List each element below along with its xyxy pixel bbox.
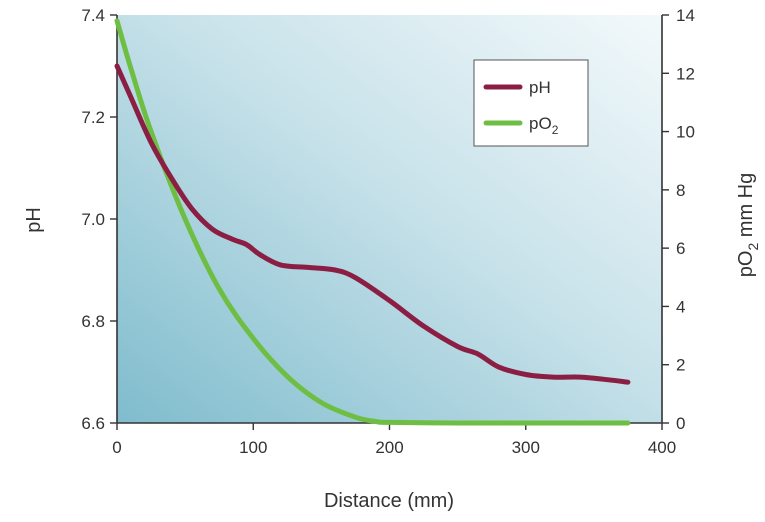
x-axis-ticks: 0 100 200 300 400 [112, 423, 676, 457]
legend: pH pO2 [473, 59, 589, 147]
left-axis-ticks: 6.6 6.8 7.0 7.2 7.4 [81, 6, 117, 433]
series-layer [114, 18, 631, 426]
left-axis-title: pH [23, 207, 45, 233]
right-tick-label: 6 [676, 239, 685, 258]
series-line-ph [114, 63, 631, 385]
left-tick-label: 7.0 [81, 210, 105, 229]
right-tick-label: 14 [676, 6, 695, 25]
right-axis-title: pO2 mm Hg [735, 173, 761, 277]
x-tick-label: 400 [648, 438, 676, 457]
legend-label-ph: pH [529, 78, 551, 97]
x-tick-label: 100 [239, 438, 267, 457]
right-tick-label: 4 [676, 297, 685, 316]
right-axis-title-rest: mm Hg [735, 173, 757, 243]
right-tick-label: 0 [676, 414, 685, 433]
legend-label-po2: pO2 [529, 114, 559, 137]
legend-label-po2-main: pO [529, 114, 552, 133]
right-tick-label: 2 [676, 356, 685, 375]
right-axis-title-sub: 2 [745, 243, 761, 251]
left-tick-label: 7.4 [81, 6, 105, 25]
right-axis-title-main: pO [735, 251, 757, 278]
legend-box [473, 59, 589, 147]
legend-label-po2-sub: 2 [552, 123, 559, 137]
left-tick-label: 6.8 [81, 312, 105, 331]
right-tick-label: 10 [676, 123, 695, 142]
x-tick-label: 200 [375, 438, 403, 457]
right-tick-label: 8 [676, 181, 685, 200]
x-axis-title: Distance (mm) [324, 490, 454, 512]
x-tick-label: 0 [112, 438, 121, 457]
left-tick-label: 7.2 [81, 108, 105, 127]
x-tick-label: 300 [512, 438, 540, 457]
right-axis-ticks: 0 2 4 6 8 10 12 14 [662, 6, 695, 433]
right-tick-label: 12 [676, 64, 695, 83]
left-tick-label: 6.6 [81, 414, 105, 433]
